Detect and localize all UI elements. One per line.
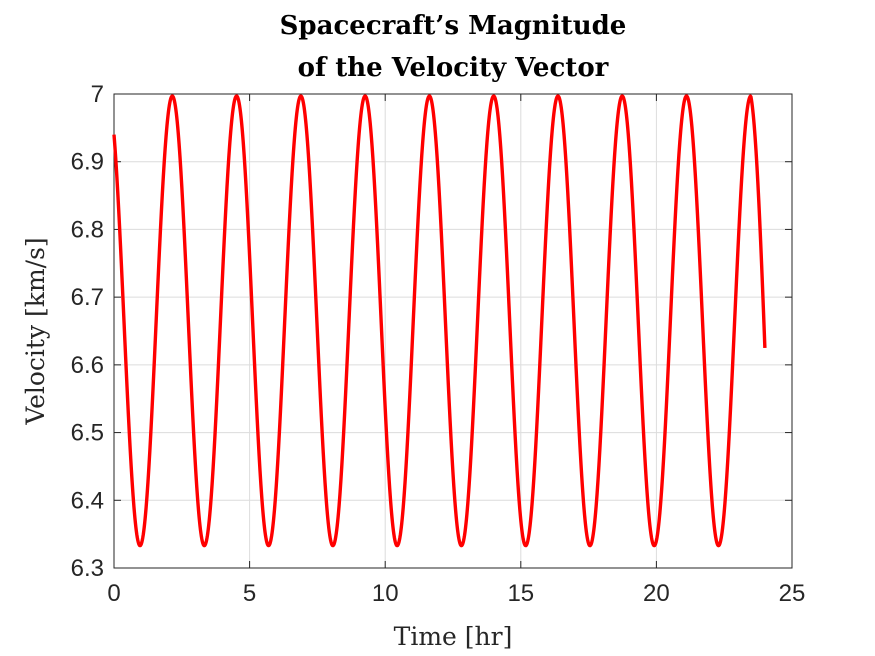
y-tick-label: 6.5	[71, 420, 104, 447]
y-axis-label: Velocity [km/s]	[21, 237, 50, 425]
y-tick-label: 6.6	[71, 352, 104, 379]
x-tick-label: 25	[779, 580, 806, 607]
chart-title-line-1: Spacecraft’s Magnitude	[280, 11, 627, 41]
data-layer	[112, 94, 767, 548]
y-tick-label: 7	[91, 81, 104, 108]
axis-ticks: 0 5 10 15 20 25 6.3 6.4 6.5 6.6 6.7 6.8 6.9 7	[71, 81, 806, 607]
y-tick-label: 6.3	[71, 555, 104, 582]
plot-area-frame	[113, 93, 793, 569]
x-tick-label: 20	[643, 580, 670, 607]
x-tick-label: 15	[507, 580, 534, 607]
x-tick-label: 0	[107, 580, 120, 607]
y-tick-label: 6.9	[71, 149, 104, 176]
y-tick-label: 6.7	[71, 284, 104, 311]
y-tick-label: 6.8	[71, 216, 104, 243]
chart-title-line-2: of the Velocity Vector	[298, 53, 609, 83]
x-tick-label: 10	[372, 580, 399, 607]
x-axis-label: Time [hr]	[394, 622, 513, 651]
y-tick-label: 6.4	[71, 487, 104, 514]
x-tick-label: 5	[243, 580, 256, 607]
velocity-series-line	[112, 94, 767, 548]
